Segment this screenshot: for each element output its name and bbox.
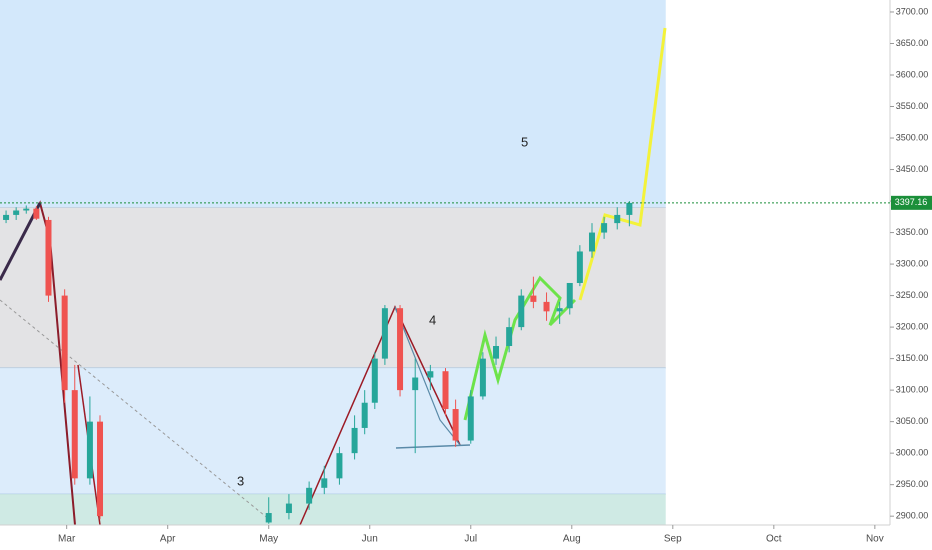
candle-body — [601, 223, 608, 233]
y-tick-label: 3200.00 — [896, 321, 929, 331]
x-tick-label: Mar — [58, 534, 76, 545]
candle-body — [397, 308, 404, 391]
candle-body — [371, 358, 378, 403]
fib-zone — [0, 207, 666, 369]
x-tick-label: Jun — [362, 534, 378, 545]
candle-body — [427, 371, 434, 378]
y-tick-label: 3100.00 — [896, 385, 929, 395]
wave-line — [463, 275, 577, 421]
wave-label: 5 — [521, 134, 528, 149]
y-tick-label: 2950.00 — [896, 479, 929, 489]
x-tick-label: Oct — [766, 534, 782, 545]
candle-body — [361, 402, 368, 428]
y-tick-label: 3250.00 — [896, 290, 929, 300]
x-tick-label: May — [259, 534, 278, 545]
candle-body — [506, 327, 513, 347]
candle-body — [518, 295, 525, 328]
candle-body — [351, 427, 358, 454]
candle-body — [566, 282, 573, 309]
candle-body — [86, 421, 93, 479]
candle-body — [543, 301, 550, 312]
candle-body — [576, 251, 583, 283]
y-tick-label: 3550.00 — [896, 101, 929, 111]
candle-body — [61, 295, 68, 391]
candle-body — [45, 219, 52, 296]
y-tick-label: 3600.00 — [896, 69, 929, 79]
y-tick-label: 3150.00 — [896, 353, 929, 363]
y-tick-label: 3450.00 — [896, 164, 929, 174]
x-tick-label: Jul — [464, 534, 477, 545]
candle-body — [71, 390, 78, 479]
candle-body — [336, 453, 343, 479]
fib-zone — [0, 368, 666, 495]
candle-body — [381, 308, 388, 359]
candle-body — [556, 308, 563, 312]
x-tick-label: Aug — [563, 534, 581, 545]
fib-zone — [0, 0, 666, 208]
y-tick-label: 3500.00 — [896, 132, 929, 142]
price-axis — [890, 0, 932, 550]
candle-body — [614, 214, 621, 224]
candle-body — [285, 503, 292, 514]
wave-label: 4 — [429, 312, 436, 327]
y-tick-label: 2900.00 — [896, 511, 929, 521]
candle-body — [530, 295, 537, 302]
candle-body — [626, 202, 633, 215]
candle-body — [442, 371, 449, 410]
y-tick-label: 3000.00 — [896, 448, 929, 458]
y-tick-label: 3300.00 — [896, 258, 929, 268]
candle-body — [33, 208, 40, 219]
candle-body — [23, 208, 30, 211]
candle-body — [493, 346, 500, 359]
wave-label: 3 — [237, 473, 244, 488]
candle-body — [321, 478, 328, 488]
fib-zone — [0, 494, 666, 525]
trend-line — [395, 444, 471, 449]
y-tick-label: 3700.00 — [896, 6, 929, 16]
candle-body — [13, 210, 20, 215]
candle-body — [467, 396, 474, 441]
y-tick-label: 3650.00 — [896, 38, 929, 48]
x-tick-label: Sep — [664, 534, 682, 545]
current-price-label: 3397.16 — [895, 197, 928, 207]
candle-body — [306, 487, 313, 504]
trend-line — [0, 299, 271, 521]
y-tick-label: 3350.00 — [896, 227, 929, 237]
candle-body — [3, 214, 10, 220]
candle-body — [97, 421, 104, 517]
y-tick-label: 3050.00 — [896, 416, 929, 426]
wave-line — [0, 202, 42, 281]
candle-body — [452, 409, 459, 441]
wave-line — [578, 27, 667, 301]
candle-body — [265, 513, 272, 523]
candle-body — [479, 358, 486, 397]
price-label-box — [891, 195, 932, 210]
candle-body — [412, 377, 419, 391]
x-tick-label: Apr — [160, 534, 176, 545]
candle-body — [588, 232, 595, 252]
x-tick-label: Nov — [866, 534, 884, 545]
